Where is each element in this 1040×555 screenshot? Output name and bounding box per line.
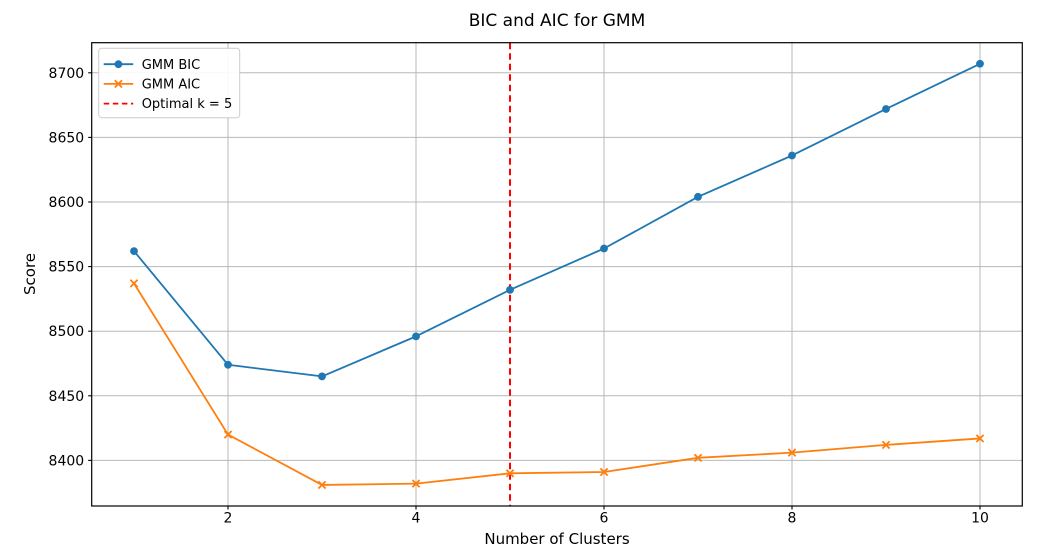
data-point-gmm-bic: [882, 105, 890, 113]
data-point-gmm-bic: [506, 285, 514, 294]
series-line-gmm-bic: [133, 62, 981, 378]
x-marker-stroke: [223, 430, 233, 439]
data-point-gmm-aic: [129, 279, 139, 288]
data-point-gmm-aic: [881, 440, 891, 450]
x-tick-label: 6: [600, 511, 609, 527]
x-marker-stroke: [317, 480, 327, 490]
data-point-gmm-aic: [787, 448, 797, 457]
x-marker-stroke: [114, 79, 123, 89]
x-marker-stroke: [881, 440, 891, 450]
x-marker-stroke: [975, 434, 985, 443]
y-tick-label: 8400: [49, 453, 85, 469]
x-marker-stroke: [787, 448, 797, 457]
legend-label: Optimal k = 5: [142, 97, 233, 112]
x-marker-stroke: [505, 469, 515, 478]
x-tick-label: 8: [788, 511, 797, 527]
legend-label: GMM BIC: [142, 58, 200, 73]
data-point-gmm-aic: [975, 434, 985, 443]
x-tick-label: 2: [224, 511, 233, 527]
legend-marker: [114, 60, 123, 69]
y-tick-label: 8650: [49, 130, 85, 146]
data-point-gmm-aic: [411, 479, 421, 488]
data-point-gmm-bic: [224, 360, 232, 369]
data-point-gmm-bic: [976, 59, 984, 68]
data-point-gmm-aic: [599, 467, 609, 477]
data-point-gmm-bic: [694, 192, 702, 201]
chart-title: BIC and AIC for GMM: [468, 11, 646, 31]
x-marker-stroke: [411, 479, 421, 488]
x-marker-stroke: [129, 279, 139, 288]
y-axis-label: Score: [21, 252, 39, 296]
data-point-gmm-aic: [693, 453, 703, 463]
plot-border: [91, 42, 1023, 507]
data-point-gmm-aic: [223, 430, 233, 439]
y-tick-label: 8550: [49, 260, 85, 276]
x-marker-stroke: [599, 467, 609, 477]
series-line-gmm-aic: [133, 282, 981, 486]
x-axis-label: Number of Clusters: [484, 530, 630, 548]
x-tick-label: 10: [971, 511, 989, 527]
y-tick-label: 8700: [49, 66, 85, 82]
legend: GMM BIC GMM AIC Optimal k = 5: [98, 47, 241, 119]
y-tick-label: 8450: [49, 389, 85, 405]
y-tick-label: 8600: [49, 195, 85, 211]
data-point-gmm-aic: [317, 480, 327, 490]
legend-box: [98, 47, 241, 119]
data-point-gmm-bic: [788, 151, 796, 160]
x-marker-stroke: [693, 453, 703, 463]
data-point-gmm-bic: [318, 372, 326, 381]
legend-label: GMM AIC: [142, 78, 200, 93]
legend-item: Optimal k = 5: [103, 97, 233, 112]
data-point-gmm-bic: [412, 332, 420, 341]
legend-marker: [114, 79, 123, 89]
data-point-gmm-bic: [600, 244, 608, 253]
x-tick-label: 4: [412, 511, 421, 527]
data-point-gmm-bic: [130, 247, 138, 255]
y-tick-label: 8500: [49, 324, 85, 340]
data-point-gmm-aic: [505, 469, 515, 478]
